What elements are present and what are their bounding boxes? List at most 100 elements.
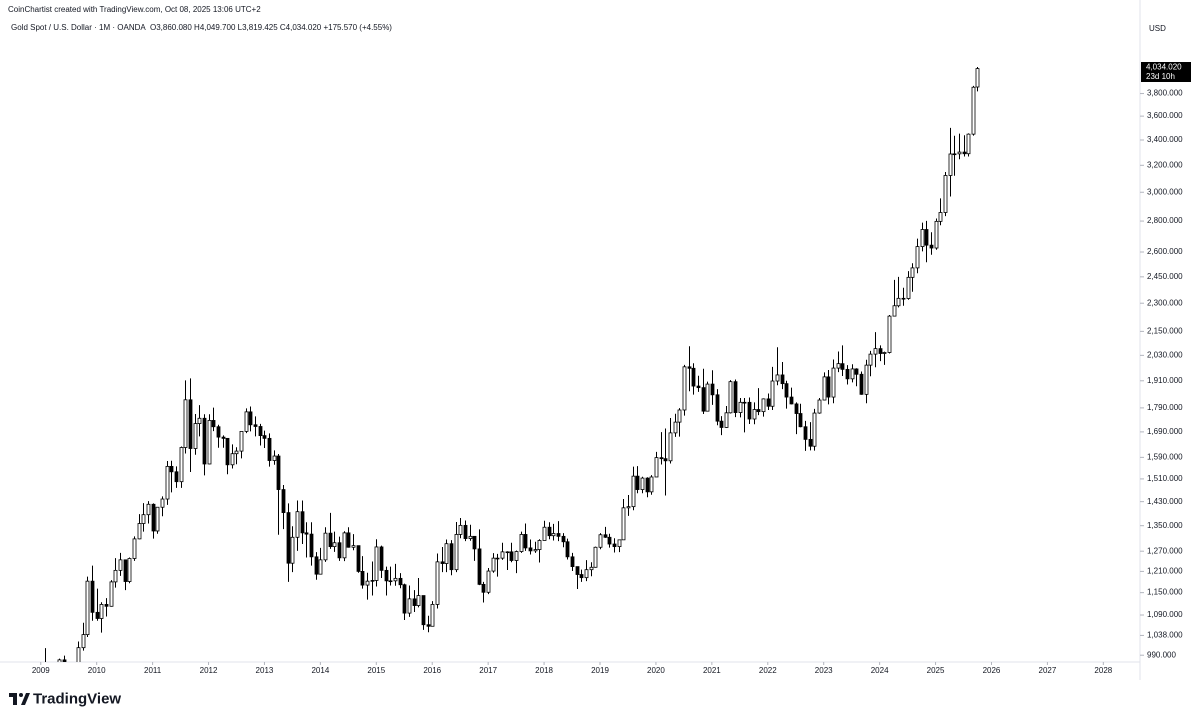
candle-body xyxy=(440,561,445,564)
candle-body xyxy=(896,297,901,307)
x-tick-label: 2027 xyxy=(1039,666,1057,675)
candle-body xyxy=(384,569,389,582)
candle-body xyxy=(216,426,221,438)
candle-body xyxy=(281,489,286,513)
y-tick-label: 3,800.000 xyxy=(1147,89,1183,98)
candle-body xyxy=(468,535,473,539)
candle-body xyxy=(635,475,640,490)
candle-body xyxy=(174,471,179,483)
y-tick-label: 3,200.000 xyxy=(1147,160,1183,169)
candle-body xyxy=(207,420,212,465)
candle-body xyxy=(952,153,957,156)
candle-body xyxy=(910,267,915,278)
candle-body xyxy=(649,476,654,493)
candle-body xyxy=(812,412,817,447)
candle-body xyxy=(197,417,202,424)
candles xyxy=(45,66,980,662)
candle-body xyxy=(81,634,86,649)
candle-body xyxy=(495,557,500,560)
candle-body xyxy=(603,534,608,538)
candle-body xyxy=(276,455,281,490)
candle-body xyxy=(957,151,962,155)
y-tick-label: 1,270.000 xyxy=(1147,546,1183,555)
candle-body xyxy=(705,383,710,412)
candle-body xyxy=(575,566,580,575)
candle-body xyxy=(780,374,785,385)
candle-body xyxy=(123,559,128,582)
candle-body xyxy=(561,535,566,543)
candle-body xyxy=(733,381,738,413)
candle-body xyxy=(132,538,137,559)
candle-body xyxy=(920,229,925,247)
candle-body xyxy=(728,381,733,414)
candle-body xyxy=(854,368,859,375)
logo-icon xyxy=(9,693,30,705)
candle-body xyxy=(547,526,552,537)
candle-body xyxy=(640,477,645,490)
x-tick-label: 2016 xyxy=(423,666,441,675)
candle-body xyxy=(882,352,887,354)
candle-body xyxy=(379,546,384,571)
candle-body xyxy=(579,574,584,579)
candle-body xyxy=(845,368,850,380)
candle-body xyxy=(892,305,897,317)
candle-body xyxy=(794,403,799,414)
y-tick-label: 1,150.000 xyxy=(1147,588,1183,597)
candle-body xyxy=(328,532,333,548)
candle-body xyxy=(477,548,482,585)
candle-body xyxy=(491,557,496,572)
candle-body xyxy=(621,507,626,541)
candle-body xyxy=(454,534,459,571)
candle-body xyxy=(817,399,822,414)
candle-body xyxy=(687,366,692,369)
y-tick-label: 2,300.000 xyxy=(1147,298,1183,307)
x-tick-label: 2015 xyxy=(367,666,385,675)
candle-body xyxy=(542,526,547,541)
y-tick-label: 1,510.000 xyxy=(1147,474,1183,483)
y-tick-label: 1,210.000 xyxy=(1147,567,1183,576)
candle-body xyxy=(663,458,668,462)
candle-body xyxy=(472,535,477,550)
candle-body xyxy=(696,385,701,389)
candle-body xyxy=(505,551,510,554)
candle-body xyxy=(318,559,323,575)
y-tick-label: 2,030.000 xyxy=(1147,350,1183,359)
candle-body xyxy=(617,539,622,548)
x-tick-label: 2024 xyxy=(871,666,889,675)
y-tick-label: 1,910.000 xyxy=(1147,376,1183,385)
candle-body xyxy=(57,659,62,662)
candle-body xyxy=(607,536,612,545)
y-tick-label: 1,350.000 xyxy=(1147,521,1183,530)
candle-body xyxy=(509,551,514,561)
candle-body xyxy=(398,577,403,586)
candle-body xyxy=(798,413,803,428)
candle-body xyxy=(924,229,929,246)
candle-body xyxy=(458,524,463,535)
candle-body xyxy=(593,546,598,568)
candle-body xyxy=(370,580,375,582)
candle-body xyxy=(248,411,253,426)
candle-body xyxy=(756,409,761,413)
candle-body xyxy=(435,561,440,605)
candle-body xyxy=(272,455,277,461)
candle-body xyxy=(570,556,575,568)
candle-body xyxy=(104,604,109,607)
ohlc-legend: O3,860.080 H4,049.700 L3,819.425 C4,034.… xyxy=(150,23,392,32)
candle-body xyxy=(300,511,305,534)
candle-body xyxy=(402,584,407,614)
candle-body xyxy=(169,465,174,473)
candle-body xyxy=(761,398,766,413)
candle-body xyxy=(337,542,342,559)
y-tick-label: 1,590.000 xyxy=(1147,452,1183,461)
candle-body xyxy=(388,580,393,583)
candle-body xyxy=(165,465,170,500)
countdown: 23d 10h xyxy=(1146,72,1175,81)
candle-body xyxy=(155,506,160,532)
candle-body xyxy=(626,506,631,509)
candle-body xyxy=(151,503,156,532)
candle-body xyxy=(225,437,230,466)
candle-body xyxy=(691,367,696,387)
candle-body xyxy=(486,570,491,593)
